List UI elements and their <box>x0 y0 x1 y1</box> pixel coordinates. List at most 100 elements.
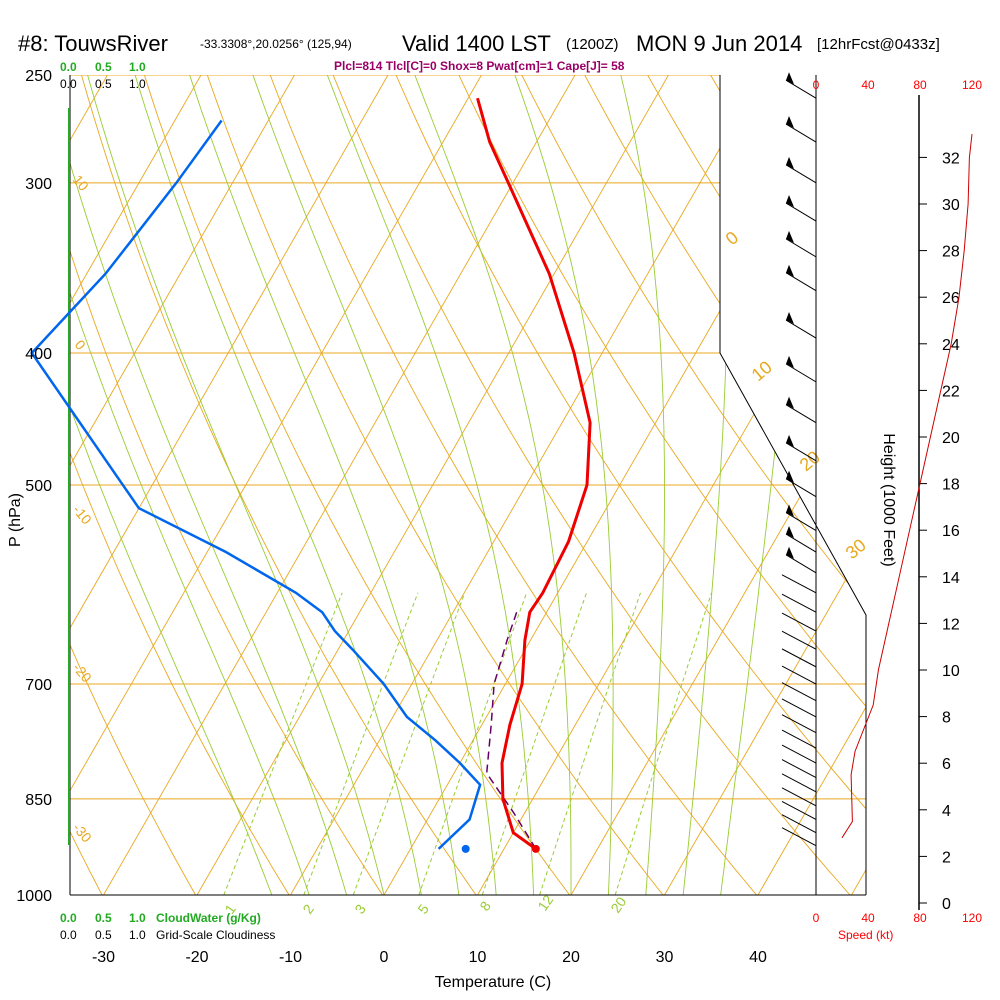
dry-adiabat <box>545 75 866 895</box>
speed-axis-label: Speed (kt) <box>838 928 893 942</box>
mixing-ratio-line <box>539 592 641 895</box>
isotherm <box>70 75 371 895</box>
moist-adiabat <box>620 75 665 895</box>
isotherm <box>70 75 558 895</box>
wind-barb <box>781 729 817 749</box>
wind-barbs <box>781 72 817 847</box>
isotherm-label: 0 <box>722 227 743 249</box>
wind-barb-pennant <box>786 264 794 277</box>
wind-barb <box>785 319 817 339</box>
height-tick: 32 <box>942 150 960 167</box>
mixing-ratio-line <box>614 592 712 895</box>
wind-barb <box>781 759 817 779</box>
pressure-tick-500: 500 <box>25 478 52 495</box>
forecast-date: MON 9 Jun 2014 <box>636 31 802 56</box>
wind-barb <box>785 478 817 498</box>
cloud-bottom-black-0: 0.0 <box>60 928 77 942</box>
dry-adiabat <box>70 75 118 895</box>
dry-adiabat <box>363 75 866 895</box>
speed-tick-bottom: 120 <box>962 911 982 925</box>
height-tick: 8 <box>942 710 951 727</box>
wind-barb <box>781 773 817 793</box>
height-tick: 10 <box>942 663 960 680</box>
height-tick: 6 <box>942 756 951 773</box>
isotherm <box>70 75 91 895</box>
wind-barb <box>781 827 817 847</box>
dry-adiabat <box>0 0 23 924</box>
moist-adiabat <box>70 75 348 895</box>
pressure-tick-400: 400 <box>25 346 52 363</box>
wind-barb <box>781 800 817 820</box>
sounding-profiles <box>30 97 592 853</box>
station-coords: -33.3308°,20.0256° (125,94) <box>200 37 352 51</box>
temperature-tick: 20 <box>562 949 580 966</box>
dry-adiabat <box>303 75 866 895</box>
wind-barb <box>785 554 817 574</box>
pressure-tick-300: 300 <box>25 176 52 193</box>
wind-barb-pennant <box>786 434 794 447</box>
surface-dewpoint-dot <box>461 844 470 853</box>
moist-adiabat <box>414 75 572 895</box>
wind-barb <box>781 612 817 632</box>
moist-adiabat-lines <box>70 75 806 895</box>
wind-barb <box>781 698 817 718</box>
cloud-top-black-1: 0.5 <box>95 77 112 91</box>
isotherm <box>70 75 465 895</box>
moist-adiabat <box>189 75 460 895</box>
wind-barb-pennant <box>786 546 794 559</box>
height-tick: 4 <box>942 803 951 820</box>
wind-barb-pennant <box>786 312 794 325</box>
moist-adiabat <box>70 75 273 895</box>
mixing-ratio-label: 5 <box>414 901 432 917</box>
temperature-tick: -10 <box>279 949 302 966</box>
moist-adiabat <box>326 75 535 895</box>
wind-speed-profile <box>841 134 973 839</box>
temperature-tick: -20 <box>185 949 208 966</box>
speed-tick-bottom: 40 <box>861 911 875 925</box>
isotherm <box>70 75 278 895</box>
plot-area <box>0 0 1000 924</box>
isotherm-lines <box>70 75 866 895</box>
dry-adiabat <box>242 75 782 895</box>
wind-barb-pennant <box>786 195 794 208</box>
cloud-bottom-green-1: 0.5 <box>95 911 112 925</box>
mixing-ratio-line <box>352 592 466 895</box>
height-tick: 18 <box>942 477 960 494</box>
wind-barb-pennant <box>786 116 794 129</box>
wind-barb <box>785 442 817 462</box>
dry-adiabat <box>667 75 866 895</box>
dry-adiabat <box>910 0 1000 924</box>
moist-adiabat <box>87 75 385 895</box>
mixing-ratio-line <box>223 592 343 895</box>
isotherm <box>70 75 184 895</box>
dry-adiabat <box>121 75 592 895</box>
speed-tick-top: 40 <box>861 78 875 92</box>
moist-adiabat <box>70 75 310 895</box>
wind-barb <box>781 682 817 702</box>
wind-barb <box>781 574 817 594</box>
speed-tick-top: 0 <box>813 78 820 92</box>
dry-adiabat-label: -30 <box>70 820 95 846</box>
temperature-tick: 40 <box>749 949 767 966</box>
wind-barb <box>781 648 817 668</box>
height-tick: 2 <box>942 849 951 866</box>
isotherm <box>103 75 652 895</box>
temperature-tick: 0 <box>380 949 389 966</box>
moist-adiabat <box>134 75 422 895</box>
isotherm-label: 10 <box>748 357 776 385</box>
moist-adiabat <box>514 75 614 895</box>
mixing-ratio-label: 3 <box>351 901 369 917</box>
parcel-profile-line <box>485 611 537 850</box>
wind-barb <box>781 714 817 734</box>
mixing-ratio-label: 20 <box>607 894 629 916</box>
isotherm <box>477 75 866 895</box>
wind-barb <box>781 630 817 650</box>
cloudwater-label: CloudWater (g/Kg) <box>156 911 261 925</box>
speed-tick-bottom: 80 <box>913 911 927 925</box>
wind-barb <box>781 814 817 834</box>
mixing-ratio-label: 2 <box>299 901 317 917</box>
cloud-top-green-0: 0.0 <box>60 60 77 74</box>
cloudiness-label: Grid-Scale Cloudiness <box>156 928 275 942</box>
